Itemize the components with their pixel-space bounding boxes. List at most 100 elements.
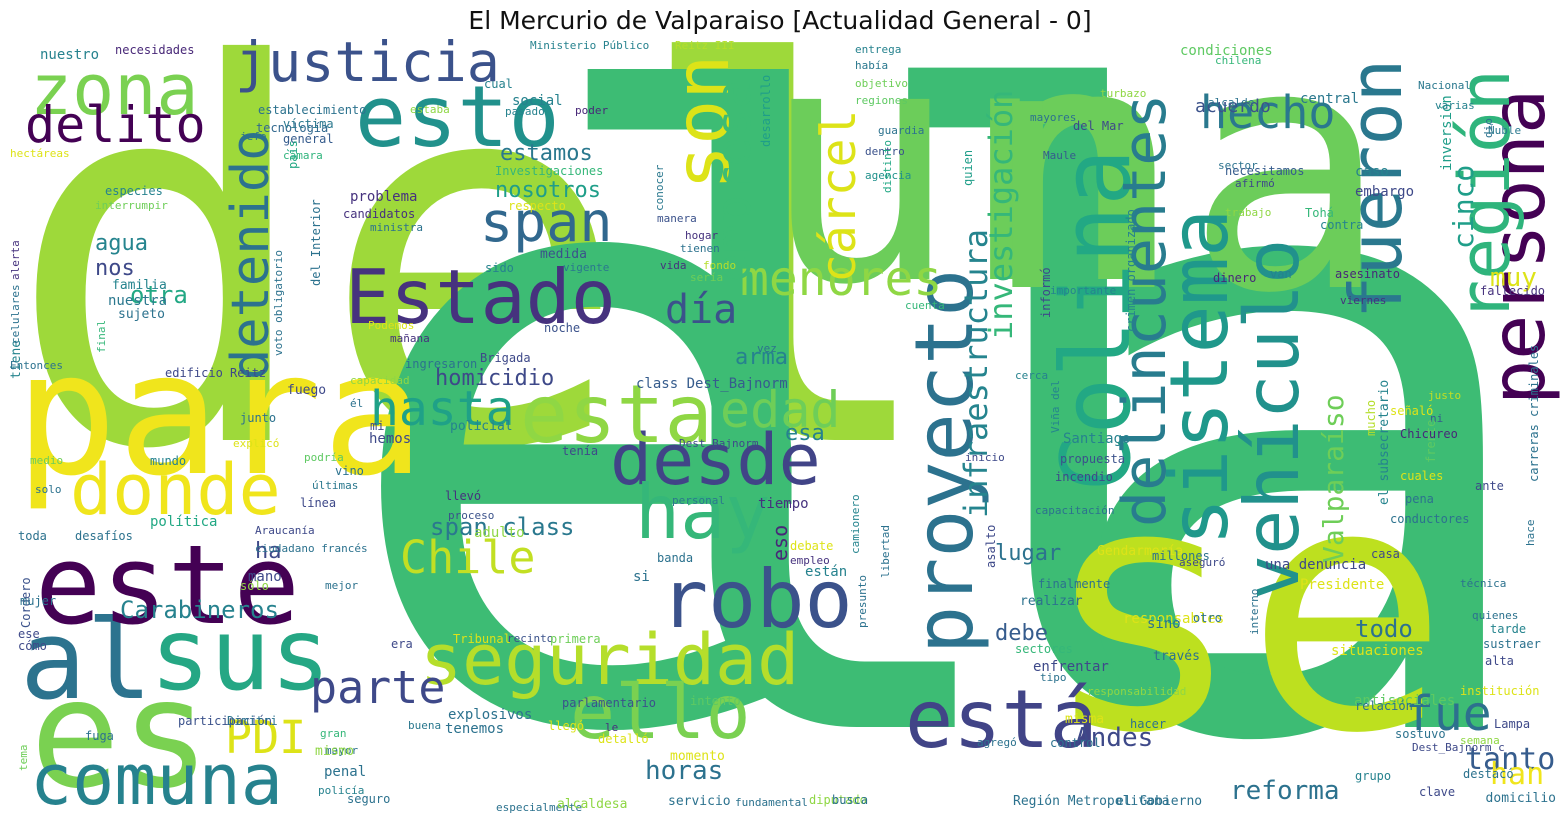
word-institucion: institución xyxy=(1460,684,1540,698)
word-tanto: tanto xyxy=(1465,742,1556,777)
word-presunto: presunto xyxy=(856,574,869,628)
word-araucania: Araucanía xyxy=(255,524,315,537)
word-penal: penal xyxy=(324,764,367,780)
word-tarde: tarde xyxy=(1490,622,1527,636)
word-general: general xyxy=(283,132,334,146)
word-tienen: tienen xyxy=(680,242,720,255)
word-social: social xyxy=(512,93,563,109)
word-embargo: embargo xyxy=(1355,184,1415,200)
word-millones: millones xyxy=(1152,549,1210,563)
word-dest-bajnorm-n: Dest_Bajnorm n xyxy=(679,437,772,450)
word-sino: sino xyxy=(1147,616,1181,632)
word-hectareas: hectáreas xyxy=(10,147,70,160)
word-tecnologia: tecnología xyxy=(256,121,329,135)
word-jefe: jefe xyxy=(240,130,267,143)
word-sus: sus xyxy=(150,596,331,713)
word-capacidad: capacidad xyxy=(350,374,410,387)
word-como: cómo xyxy=(18,639,47,653)
word-interrumpir: interrumpir xyxy=(95,199,168,212)
word-esta: esta xyxy=(520,368,713,461)
word-menores: menores xyxy=(740,251,943,307)
word-mi: mi xyxy=(370,419,385,433)
word-chicureo: Chicureo xyxy=(1400,427,1458,441)
word-fondo: fondo xyxy=(703,259,737,272)
word-personal: personal xyxy=(672,494,725,507)
word-nacional: Nacional xyxy=(1418,79,1471,92)
word-sostuvo: sostuvo xyxy=(1395,727,1446,741)
word-explico: explicó xyxy=(233,437,280,450)
word-especies: especies xyxy=(105,184,163,198)
word-enfrentar: enfrentar xyxy=(1033,659,1109,675)
word-hecho: hecho xyxy=(1200,86,1336,139)
word-ultimas: últimas xyxy=(312,479,359,492)
word-dentro: dentro xyxy=(865,145,905,158)
word-pdi: PDI xyxy=(225,711,307,764)
word-fuego: fuego xyxy=(287,383,327,398)
word-gendarmeria: Gendarmería xyxy=(1097,544,1184,559)
word-linea: línea xyxy=(300,496,337,510)
word-agua: agua xyxy=(95,231,148,256)
word-llego: llegó xyxy=(548,719,585,733)
word-regiones: regiones xyxy=(855,94,908,107)
word-responsables: responsables xyxy=(1123,611,1225,627)
word-vigente: vigente xyxy=(563,261,610,274)
word-valparaiso: Valparaíso xyxy=(1317,394,1350,563)
word-sector: sector xyxy=(1218,159,1258,172)
word-mismo: mismo xyxy=(315,744,355,759)
word-final: final xyxy=(95,319,108,353)
word-finalmente: finalmente xyxy=(1038,577,1111,591)
word-otra: otra xyxy=(130,281,188,309)
word-asesinato: asesinato xyxy=(1335,267,1401,281)
word-todo: todo xyxy=(1355,615,1413,643)
word-santiago: Santiago xyxy=(1063,431,1131,447)
word-carcel: cárcel xyxy=(811,109,867,283)
word-lugar: lugar xyxy=(995,541,1062,566)
word-eso: eso xyxy=(768,524,792,561)
word-estaba: estaba xyxy=(410,103,450,116)
word-hasta: hasta xyxy=(370,381,515,437)
word-manana: mañana xyxy=(390,332,430,345)
word-alcaldesa: alcaldesa xyxy=(557,797,628,812)
word-solo: solo xyxy=(35,483,62,496)
word-distinto: distinto xyxy=(881,139,894,193)
word-noche: noche xyxy=(544,321,581,335)
word-turbazo: turbazo xyxy=(1100,87,1147,100)
word-capacitacion: capacitación xyxy=(1035,504,1115,517)
word-es: es xyxy=(30,648,211,820)
word-una-denuncia: una denuncia xyxy=(1265,557,1367,573)
word-politica: política xyxy=(150,514,218,530)
word-condiciones: condiciones xyxy=(1180,43,1273,59)
word-busca: busca xyxy=(832,793,869,807)
word-debe: debe xyxy=(995,621,1048,646)
word-pais: país xyxy=(286,139,300,169)
word-nosotros: nosotros xyxy=(495,178,601,203)
word-parlamentario: parlamentario xyxy=(562,696,656,710)
word-vino: vino xyxy=(335,464,364,478)
word-dia: día xyxy=(665,287,738,333)
word-camionero: camionero xyxy=(849,494,862,555)
word-fue: fue xyxy=(1405,686,1492,742)
word-detenido: detenido xyxy=(221,129,281,380)
word-lampa: Lampa xyxy=(1494,717,1531,731)
word-familia: familia xyxy=(112,278,167,293)
word-primera: primera xyxy=(550,632,601,646)
word-fundamental: fundamental xyxy=(735,796,808,809)
word-esa: esa xyxy=(785,421,825,446)
word-misma: misma xyxy=(1065,712,1105,727)
word-reforma: reforma xyxy=(1230,776,1340,806)
word-estamos: estamos xyxy=(500,141,593,166)
word-hace: hace xyxy=(1524,519,1537,547)
word-tenemos: tenemos xyxy=(445,721,505,737)
word-problema: problema xyxy=(350,189,418,205)
word-conductores: conductores xyxy=(1390,512,1470,526)
word-acuerdo: acuerdo xyxy=(1195,96,1271,117)
word-buena: buena xyxy=(408,719,442,732)
word-sustraer: sustraer xyxy=(1483,637,1541,651)
word-alcalde: alcalde xyxy=(1208,96,1255,109)
word-conocer: conocer xyxy=(653,164,666,212)
word-control: control xyxy=(1050,736,1101,750)
word-del-mar: del Mar xyxy=(1073,119,1124,133)
word-responsabilidad: responsabilidad xyxy=(1087,685,1187,698)
word-cual: cual xyxy=(484,77,513,91)
word-desde: desde xyxy=(610,419,821,501)
